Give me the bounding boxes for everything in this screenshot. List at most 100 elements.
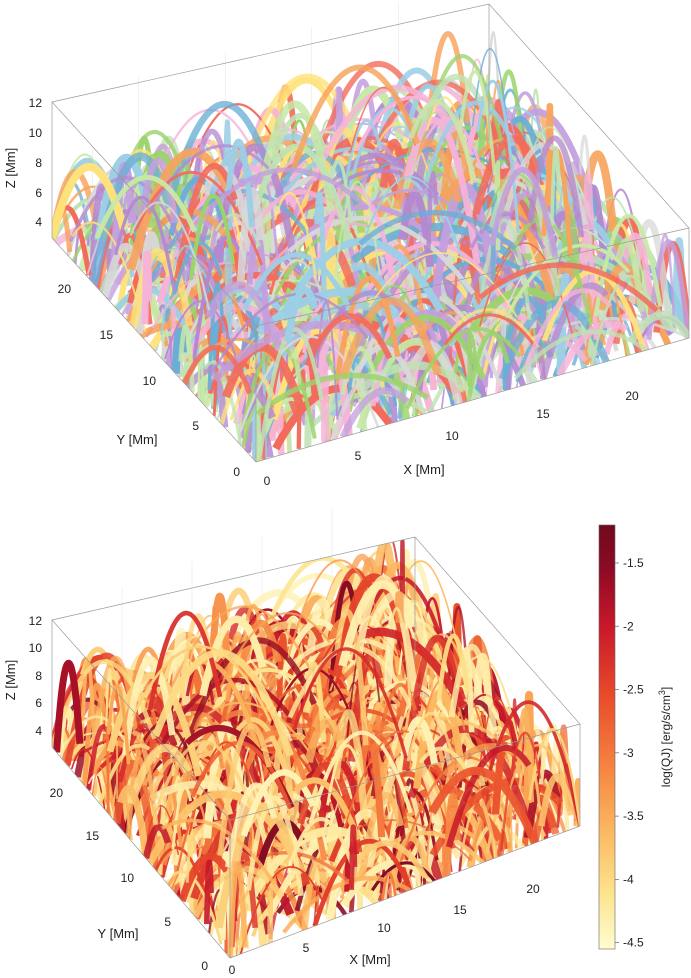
top-loop [443,313,537,349]
top-loop [129,248,175,328]
bottom-loop [381,871,397,900]
top-loop [519,126,586,224]
bottom-loop [240,769,317,837]
top-loop [219,368,282,425]
bottom-y-tick: 5 [164,915,171,929]
bottom-loop [127,743,192,805]
colorbar-tick-label: -4.5 [623,936,644,950]
bottom-loop [52,659,157,748]
bottom-x-tick: 20 [526,882,540,896]
top-loop [310,84,457,182]
bottom-loop [79,659,97,773]
bottom-loop [131,645,272,722]
bottom-x-axis-label: X [Mm] [349,952,390,967]
top-loop [239,335,380,432]
top-loop [94,153,154,241]
top-loop [524,288,613,367]
bottom-z-ticks: 12 10 8 6 4 [29,614,43,738]
top-loop [225,138,255,228]
bottom-loop [152,649,294,757]
top-loop [290,64,421,170]
top-z-tick: 8 [35,156,42,170]
top-loop [68,176,196,277]
bottom-loop [70,748,106,810]
top-loop [204,281,284,352]
top-loop [506,91,553,204]
top-loop [498,227,616,328]
bottom-z-tick: 6 [35,696,42,710]
top-box-edge-bottom-front [255,337,690,463]
bottom-box-edge-bottom-front [229,825,581,959]
bottom-y-axis-label: Y [Mm] [98,926,139,941]
top-loop [392,138,463,210]
bottom-loop [227,861,248,958]
bottom-loop [87,773,115,820]
bottom-loop [516,707,535,803]
top-loop [466,330,511,402]
bottom-loop [389,607,412,702]
top-y-tick: 20 [58,282,72,296]
top-loop [539,282,609,381]
top-loop [273,192,318,279]
top-loop [438,129,471,214]
top-loop [334,275,401,382]
top-loop [339,387,410,439]
bottom-loop [239,866,323,955]
bottom-loop [488,700,580,827]
top-loop [314,191,328,333]
bottom-loop [338,580,417,668]
colorbar-gradient [598,524,616,950]
top-z-axis-label: Z [Mm] [3,148,18,188]
top-x-tick: 15 [536,407,550,421]
bottom-y-tick: 15 [86,829,100,843]
bottom-loop [106,683,131,765]
bottom-loop [152,740,260,828]
top-z-tick: 6 [35,186,42,200]
top-y-ticks: 0 5 10 15 20 [58,282,241,479]
top-loop [471,48,510,141]
bottom-loop [185,831,197,883]
bottom-z-tick: 4 [35,724,42,738]
bottom-x-tick: 0 [229,963,236,977]
top-y-axis-label: Y [Mm] [117,432,158,447]
top-loop [129,201,211,311]
bottom-x-tick: 10 [377,921,391,935]
top-loop [458,69,497,176]
top-loop [556,272,574,375]
bottom-loop [334,608,369,746]
bottom-loop [224,782,278,868]
top-loop [615,238,645,313]
bottom-x-tick: 15 [453,903,467,917]
top-loops [52,31,689,462]
top-x-axis-label: X [Mm] [403,462,444,477]
bottom-loop [528,728,580,827]
top-loop [141,250,153,325]
bottom-loop [142,823,172,860]
bottom-y-tick: 0 [201,959,208,973]
bottom-loop [161,818,277,886]
top-loop [242,252,352,311]
bottom-z-tick: 8 [35,669,42,683]
top-loop [191,235,247,362]
colorbar-tick-label: -3 [623,746,634,760]
colorbar-tick-label: -1.5 [623,556,644,570]
top-loop [405,327,522,410]
bottom-loop [406,712,453,762]
bottom-loop [275,636,393,680]
bottom-loop [177,637,317,767]
top-loop [182,345,253,395]
bottom-z-tick: 10 [29,641,43,655]
top-loop [423,100,516,183]
bottom-loop [131,730,159,826]
bottom-x-ticks: 0 5 10 15 20 [229,882,540,977]
bottom-loop [53,659,84,753]
bottom-loop [106,672,202,777]
bottom-loop [326,744,363,806]
top-z-tick: 12 [29,96,43,110]
top-loop [403,116,481,265]
top-x-tick: 0 [264,474,271,488]
top-loop [432,168,557,301]
colorbar-tick-label: -4 [623,872,634,886]
top-loop [513,329,648,380]
